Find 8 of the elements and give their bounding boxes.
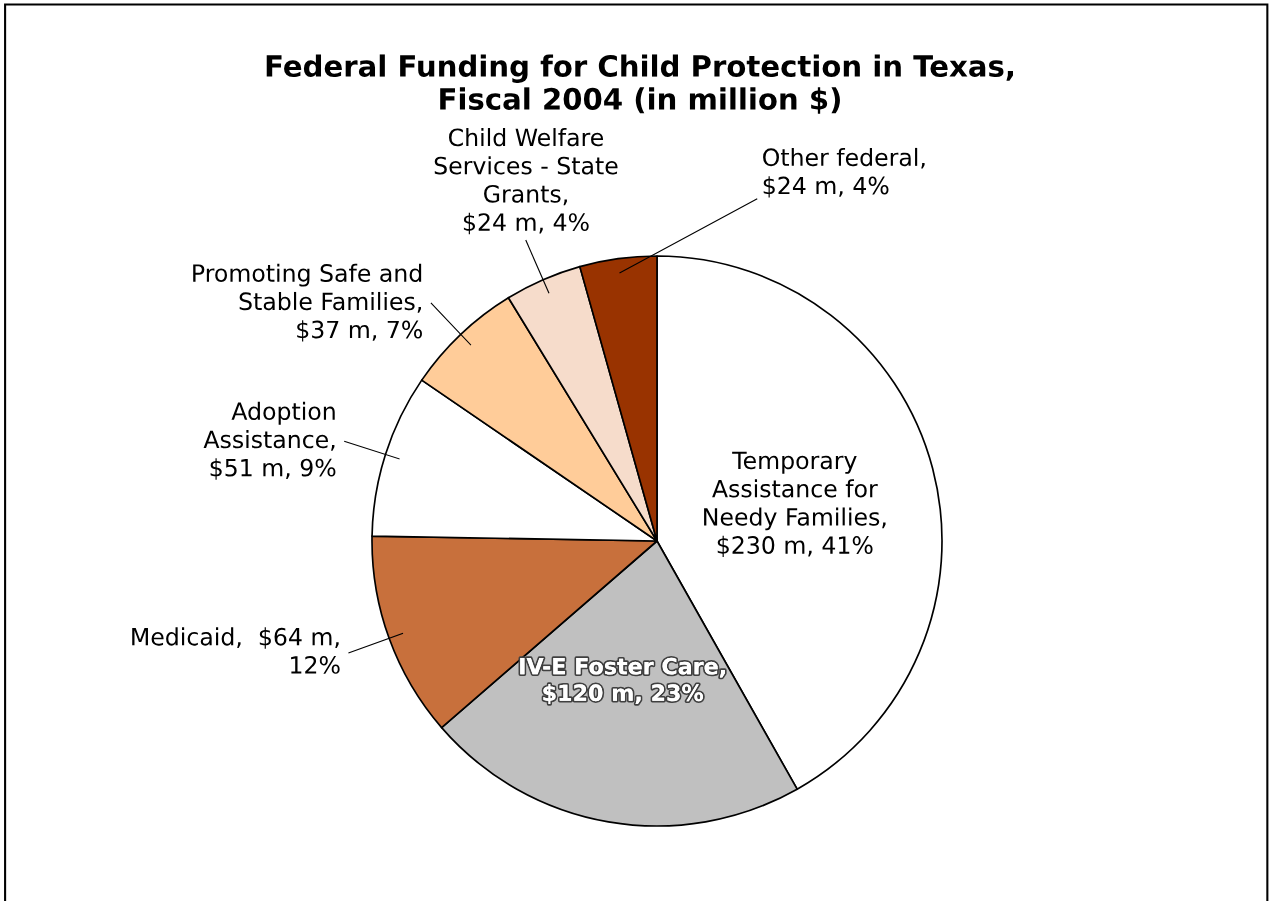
slice-label: Child Welfare Services - State Grants, $24 m, 4% (434, 128, 618, 235)
chart-title: Federal Funding for Child Protection in Texas, Fiscal 2004 (in million $) (266, 54, 1013, 114)
slice-label: Other federal, $24 m, 4% (763, 147, 925, 198)
slice-label: Adoption Assistance, $51 m, 9% (203, 401, 336, 480)
slice-label: Temporary Assistance for Needy Families, $230 m, 41% (704, 451, 886, 558)
slice-label: Promoting Safe and Stable Families, $37 m, 7% (193, 263, 422, 342)
slice-label: Medicaid, $64 m, 12% (132, 627, 340, 674)
slice-label: IV-E Foster Care, $120 m, 23% (520, 657, 725, 705)
